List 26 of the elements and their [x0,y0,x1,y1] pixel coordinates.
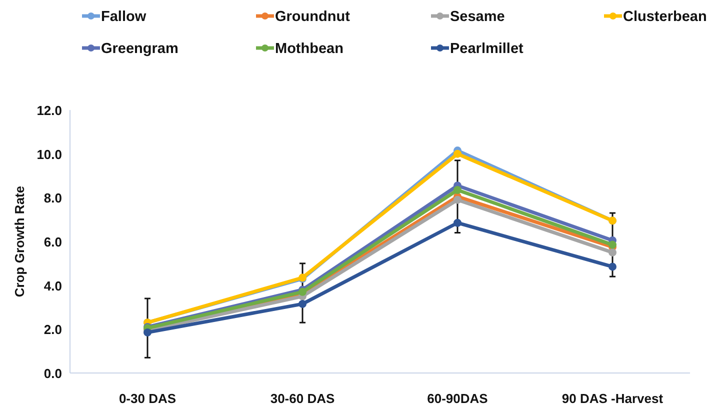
x-tick-label: 90 DAS -Harvest [562,391,664,406]
y-tick-label: 4.0 [44,278,62,294]
point [608,262,616,271]
point [608,248,616,256]
legend-label: Greengram [101,41,178,57]
legend-label: Pearlmillet [450,41,524,57]
legend-label: Groundnut [275,9,350,25]
y-tick-label: 6.0 [44,234,62,250]
point [298,300,306,308]
point [454,186,462,194]
y-axis-title: Crop Growth Rate [12,186,27,298]
legend-label: Mothbean [275,41,344,57]
legend-label: Sesame [450,9,505,25]
point [454,196,462,204]
point [454,218,462,227]
point [454,150,462,158]
x-tick-label: 0-30 DAS [118,391,176,406]
y-tick-label: 2.0 [44,322,62,338]
x-tick-label: 60-90DAS [427,391,488,406]
legend-label: Clusterbean [623,9,707,25]
x-tick-label: 30-60 DAS [270,391,335,406]
y-tick-label: 8.0 [44,190,62,206]
y-tick-label: 12.0 [36,103,62,118]
y-tick-label: 10.0 [36,146,62,162]
y-tick-label: 0.0 [44,366,62,381]
legend-label: Fallow [101,9,147,25]
